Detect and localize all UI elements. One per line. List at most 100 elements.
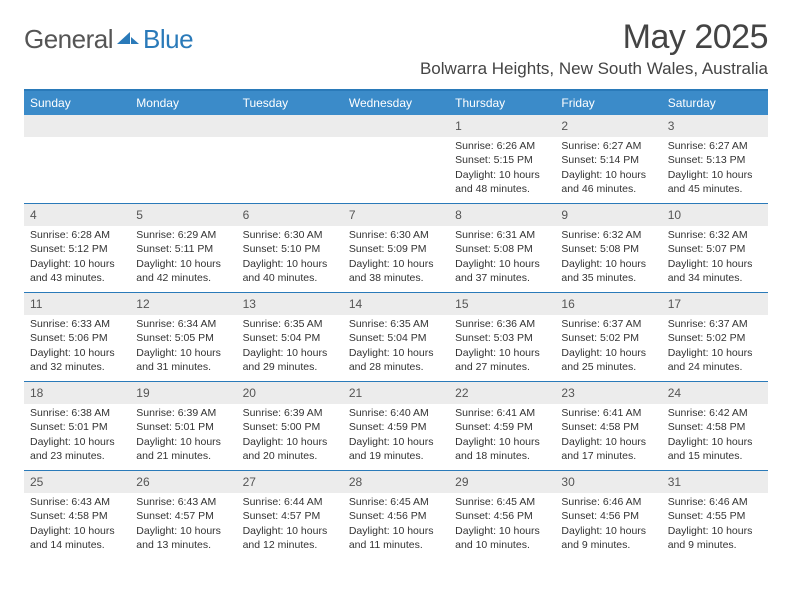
day-info: Sunrise: 6:27 AMSunset: 5:14 PMDaylight:… <box>555 137 661 200</box>
daylight-text: Daylight: 10 hours and 34 minutes. <box>668 257 762 285</box>
brand-part1: General <box>24 24 113 55</box>
day-number: 29 <box>449 471 555 493</box>
day-header: Monday <box>130 91 236 115</box>
day-cell: 26Sunrise: 6:43 AMSunset: 4:57 PMDayligh… <box>130 471 236 559</box>
daylight-text: Daylight: 10 hours and 10 minutes. <box>455 524 549 552</box>
daylight-text: Daylight: 10 hours and 45 minutes. <box>668 168 762 196</box>
day-info: Sunrise: 6:35 AMSunset: 5:04 PMDaylight:… <box>343 315 449 378</box>
sunset-text: Sunset: 5:04 PM <box>349 331 443 345</box>
day-number: 20 <box>237 382 343 404</box>
sunset-text: Sunset: 5:07 PM <box>668 242 762 256</box>
sunset-text: Sunset: 5:05 PM <box>136 331 230 345</box>
brand-part2: Blue <box>143 24 193 55</box>
day-info: Sunrise: 6:32 AMSunset: 5:07 PMDaylight:… <box>662 226 768 289</box>
calendar-body: 1Sunrise: 6:26 AMSunset: 5:15 PMDaylight… <box>24 115 768 559</box>
sunset-text: Sunset: 4:58 PM <box>561 420 655 434</box>
sunrise-text: Sunrise: 6:35 AM <box>349 317 443 331</box>
day-cell: 1Sunrise: 6:26 AMSunset: 5:15 PMDaylight… <box>449 115 555 203</box>
sunset-text: Sunset: 4:57 PM <box>136 509 230 523</box>
day-cell: 12Sunrise: 6:34 AMSunset: 5:05 PMDayligh… <box>130 293 236 381</box>
day-info: Sunrise: 6:30 AMSunset: 5:10 PMDaylight:… <box>237 226 343 289</box>
day-number: 31 <box>662 471 768 493</box>
daylight-text: Daylight: 10 hours and 17 minutes. <box>561 435 655 463</box>
day-cell: 22Sunrise: 6:41 AMSunset: 4:59 PMDayligh… <box>449 382 555 470</box>
daylight-text: Daylight: 10 hours and 14 minutes. <box>30 524 124 552</box>
day-headers-row: SundayMondayTuesdayWednesdayThursdayFrid… <box>24 91 768 115</box>
day-info: Sunrise: 6:45 AMSunset: 4:56 PMDaylight:… <box>449 493 555 556</box>
day-cell: 18Sunrise: 6:38 AMSunset: 5:01 PMDayligh… <box>24 382 130 470</box>
sunset-text: Sunset: 4:58 PM <box>668 420 762 434</box>
daylight-text: Daylight: 10 hours and 18 minutes. <box>455 435 549 463</box>
sunset-text: Sunset: 5:09 PM <box>349 242 443 256</box>
day-info: Sunrise: 6:27 AMSunset: 5:13 PMDaylight:… <box>662 137 768 200</box>
sunset-text: Sunset: 4:56 PM <box>349 509 443 523</box>
day-header: Sunday <box>24 91 130 115</box>
day-info: Sunrise: 6:46 AMSunset: 4:55 PMDaylight:… <box>662 493 768 556</box>
day-info: Sunrise: 6:37 AMSunset: 5:02 PMDaylight:… <box>555 315 661 378</box>
sunrise-text: Sunrise: 6:43 AM <box>136 495 230 509</box>
day-cell: 11Sunrise: 6:33 AMSunset: 5:06 PMDayligh… <box>24 293 130 381</box>
day-number: 7 <box>343 204 449 226</box>
day-cell: 5Sunrise: 6:29 AMSunset: 5:11 PMDaylight… <box>130 204 236 292</box>
day-cell: 9Sunrise: 6:32 AMSunset: 5:08 PMDaylight… <box>555 204 661 292</box>
sunrise-text: Sunrise: 6:30 AM <box>349 228 443 242</box>
sunrise-text: Sunrise: 6:44 AM <box>243 495 337 509</box>
daylight-text: Daylight: 10 hours and 19 minutes. <box>349 435 443 463</box>
daylight-text: Daylight: 10 hours and 24 minutes. <box>668 346 762 374</box>
day-info: Sunrise: 6:34 AMSunset: 5:05 PMDaylight:… <box>130 315 236 378</box>
daylight-text: Daylight: 10 hours and 12 minutes. <box>243 524 337 552</box>
day-number: 27 <box>237 471 343 493</box>
day-info: Sunrise: 6:26 AMSunset: 5:15 PMDaylight:… <box>449 137 555 200</box>
day-info: Sunrise: 6:30 AMSunset: 5:09 PMDaylight:… <box>343 226 449 289</box>
day-info: Sunrise: 6:46 AMSunset: 4:56 PMDaylight:… <box>555 493 661 556</box>
day-info: Sunrise: 6:45 AMSunset: 4:56 PMDaylight:… <box>343 493 449 556</box>
day-number: 21 <box>343 382 449 404</box>
day-cell-empty <box>237 115 343 203</box>
day-number: 23 <box>555 382 661 404</box>
sunrise-text: Sunrise: 6:38 AM <box>30 406 124 420</box>
day-info: Sunrise: 6:37 AMSunset: 5:02 PMDaylight:… <box>662 315 768 378</box>
sunset-text: Sunset: 4:59 PM <box>349 420 443 434</box>
day-cell: 3Sunrise: 6:27 AMSunset: 5:13 PMDaylight… <box>662 115 768 203</box>
day-cell: 24Sunrise: 6:42 AMSunset: 4:58 PMDayligh… <box>662 382 768 470</box>
sunset-text: Sunset: 5:12 PM <box>30 242 124 256</box>
daylight-text: Daylight: 10 hours and 46 minutes. <box>561 168 655 196</box>
day-number: 17 <box>662 293 768 315</box>
day-number: 18 <box>24 382 130 404</box>
day-cell: 2Sunrise: 6:27 AMSunset: 5:14 PMDaylight… <box>555 115 661 203</box>
day-number: 22 <box>449 382 555 404</box>
daylight-text: Daylight: 10 hours and 27 minutes. <box>455 346 549 374</box>
day-header: Tuesday <box>237 91 343 115</box>
day-number: 5 <box>130 204 236 226</box>
sunrise-text: Sunrise: 6:46 AM <box>561 495 655 509</box>
day-number: 10 <box>662 204 768 226</box>
day-cell: 8Sunrise: 6:31 AMSunset: 5:08 PMDaylight… <box>449 204 555 292</box>
sunset-text: Sunset: 5:01 PM <box>136 420 230 434</box>
sunrise-text: Sunrise: 6:26 AM <box>455 139 549 153</box>
day-cell: 14Sunrise: 6:35 AMSunset: 5:04 PMDayligh… <box>343 293 449 381</box>
day-number: 11 <box>24 293 130 315</box>
day-info: Sunrise: 6:43 AMSunset: 4:58 PMDaylight:… <box>24 493 130 556</box>
sunrise-text: Sunrise: 6:33 AM <box>30 317 124 331</box>
sunset-text: Sunset: 5:08 PM <box>455 242 549 256</box>
sunrise-text: Sunrise: 6:37 AM <box>561 317 655 331</box>
day-info: Sunrise: 6:33 AMSunset: 5:06 PMDaylight:… <box>24 315 130 378</box>
sunset-text: Sunset: 5:15 PM <box>455 153 549 167</box>
day-cell-empty <box>130 115 236 203</box>
sunrise-text: Sunrise: 6:32 AM <box>561 228 655 242</box>
sunrise-text: Sunrise: 6:43 AM <box>30 495 124 509</box>
day-header: Thursday <box>449 91 555 115</box>
day-info: Sunrise: 6:32 AMSunset: 5:08 PMDaylight:… <box>555 226 661 289</box>
sunset-text: Sunset: 4:59 PM <box>455 420 549 434</box>
sunset-text: Sunset: 4:56 PM <box>455 509 549 523</box>
day-number: 16 <box>555 293 661 315</box>
day-info: Sunrise: 6:39 AMSunset: 5:01 PMDaylight:… <box>130 404 236 467</box>
day-info: Sunrise: 6:36 AMSunset: 5:03 PMDaylight:… <box>449 315 555 378</box>
day-info: Sunrise: 6:39 AMSunset: 5:00 PMDaylight:… <box>237 404 343 467</box>
day-cell: 10Sunrise: 6:32 AMSunset: 5:07 PMDayligh… <box>662 204 768 292</box>
daylight-text: Daylight: 10 hours and 25 minutes. <box>561 346 655 374</box>
day-cell: 21Sunrise: 6:40 AMSunset: 4:59 PMDayligh… <box>343 382 449 470</box>
day-cell: 6Sunrise: 6:30 AMSunset: 5:10 PMDaylight… <box>237 204 343 292</box>
sunrise-text: Sunrise: 6:45 AM <box>455 495 549 509</box>
daylight-text: Daylight: 10 hours and 42 minutes. <box>136 257 230 285</box>
